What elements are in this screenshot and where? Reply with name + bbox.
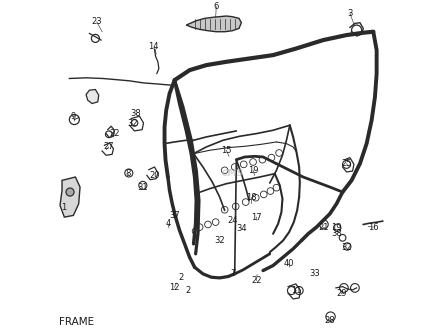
Text: 32: 32 — [341, 243, 352, 252]
Text: 14: 14 — [148, 42, 158, 51]
Text: 24: 24 — [228, 216, 238, 225]
Text: 32: 32 — [215, 236, 225, 245]
Text: 23: 23 — [91, 17, 102, 26]
Text: 4: 4 — [165, 219, 170, 228]
Text: 11: 11 — [291, 286, 302, 295]
Polygon shape — [186, 16, 241, 32]
Text: 19: 19 — [331, 223, 342, 231]
Text: 18: 18 — [246, 193, 257, 201]
Text: 25: 25 — [341, 159, 352, 168]
Text: 40: 40 — [284, 260, 294, 268]
Text: FRAME: FRAME — [59, 317, 94, 327]
Polygon shape — [86, 90, 99, 104]
Text: 27: 27 — [103, 143, 114, 151]
Text: 34: 34 — [236, 224, 247, 233]
Text: 6: 6 — [214, 2, 219, 11]
Text: 37: 37 — [169, 211, 180, 220]
Text: 2: 2 — [179, 273, 184, 282]
Text: 12: 12 — [169, 283, 180, 292]
Text: 17: 17 — [251, 213, 262, 221]
Text: CMS: CMS — [222, 169, 244, 178]
Text: 38: 38 — [331, 229, 342, 238]
Text: 21: 21 — [318, 223, 328, 231]
Text: 3: 3 — [347, 9, 353, 18]
Text: 8: 8 — [125, 169, 131, 178]
Circle shape — [66, 188, 74, 196]
Text: 2: 2 — [185, 286, 190, 295]
Text: 22: 22 — [251, 276, 262, 285]
Text: 31: 31 — [137, 183, 148, 191]
Text: 7: 7 — [230, 270, 235, 278]
Text: 33: 33 — [310, 270, 320, 278]
Polygon shape — [60, 177, 80, 217]
Text: 15: 15 — [221, 146, 231, 155]
Text: 9: 9 — [71, 113, 76, 121]
Text: 19: 19 — [248, 166, 258, 175]
Text: 38: 38 — [130, 109, 141, 118]
Text: 32: 32 — [128, 119, 138, 128]
Text: 22: 22 — [109, 129, 120, 138]
Text: 28: 28 — [324, 316, 334, 325]
Text: 1: 1 — [61, 203, 66, 211]
Text: 20: 20 — [149, 171, 160, 180]
Text: 16: 16 — [368, 223, 379, 231]
Text: 29: 29 — [336, 290, 347, 298]
